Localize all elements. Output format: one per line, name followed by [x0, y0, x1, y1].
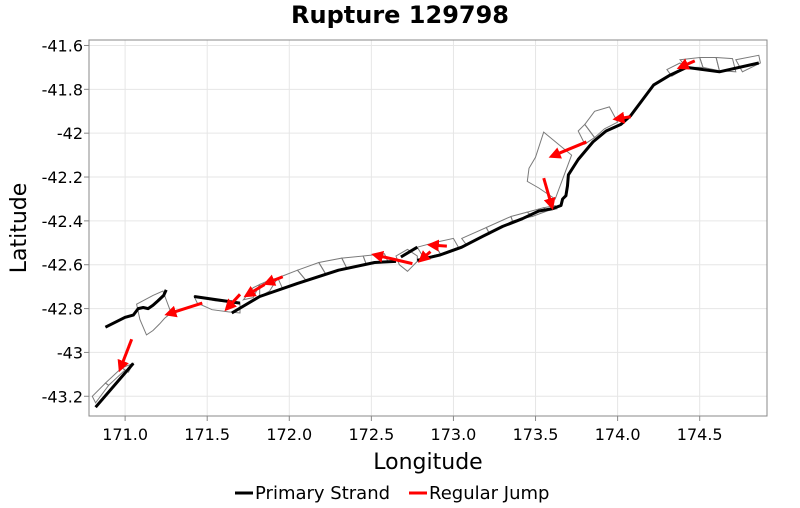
legend-label-jump: Regular Jump: [429, 483, 549, 504]
legend-label-primary: Primary Strand: [255, 483, 390, 504]
y-tick-label: -43: [57, 343, 83, 362]
chart-title: Rupture 129798: [291, 1, 509, 29]
x-tick-label: 174.5: [677, 425, 723, 444]
x-tick-label: 173.0: [431, 425, 477, 444]
fault-section-polygon: [91, 382, 110, 404]
regular-jump-arrow: [612, 111, 631, 124]
x-axis-ticks: 171.0 171.5 172.0 172.5 173.0 173.5 174.0 174.5: [102, 416, 723, 444]
x-tick-label: 174.0: [595, 425, 641, 444]
y-tick-label: -41.8: [42, 80, 83, 99]
regular-jump-arrow: [243, 283, 266, 298]
fault-section-polygon: [136, 290, 172, 336]
y-tick-label: -42.6: [42, 256, 83, 275]
primary-strand-segment: [94, 362, 135, 409]
x-tick-label: 173.5: [513, 425, 559, 444]
y-tick-label: -42.8: [42, 300, 83, 319]
fault-section-outlines: [91, 54, 761, 404]
plot-area-frame: [88, 39, 768, 417]
regular-jump-arrow: [371, 250, 413, 266]
y-tick-label: -43.2: [42, 387, 83, 406]
x-axis-label: Longitude: [373, 450, 482, 475]
y-axis-ticks: -41.6 -41.8 -42 -42.2 -42.4 -42.6 -42.8 -43 -43.…: [42, 36, 89, 406]
x-tick-label: 172.0: [266, 425, 312, 444]
y-tick-label: -42.4: [42, 212, 83, 231]
regular-jump-arrow: [426, 239, 447, 252]
y-axis-label: Latitude: [7, 183, 32, 274]
y-tick-label: -41.6: [42, 36, 83, 55]
y-tick-label: -42.2: [42, 168, 83, 187]
regular-jump-arrow: [542, 177, 556, 211]
x-tick-label: 171.0: [102, 425, 148, 444]
primary-strand-segment: [104, 289, 168, 329]
fault-section-polygon: [395, 248, 418, 272]
regular-jump-arrow: [676, 58, 696, 70]
fault-section-polygon: [526, 131, 573, 200]
regular-jump-arrow: [548, 140, 587, 159]
legend: Primary Strand Regular Jump: [235, 483, 549, 504]
fault-section-polygon: [715, 56, 737, 73]
primary-strand-series: [94, 61, 760, 409]
primary-strand-segment: [416, 61, 760, 262]
primary-strand-segment: [400, 245, 419, 259]
y-tick-label: -42: [57, 124, 83, 143]
regular-jump-arrow: [224, 293, 242, 312]
regular-jump-arrow: [117, 338, 134, 373]
x-tick-label: 171.5: [184, 425, 230, 444]
grid-lines: [89, 40, 767, 416]
regular-jump-arrow: [262, 274, 284, 286]
regular-jump-arrow: [417, 250, 432, 263]
regular-jump-arrow: [164, 301, 203, 318]
regular-jump-series: [117, 58, 696, 373]
x-tick-label: 172.5: [348, 425, 394, 444]
